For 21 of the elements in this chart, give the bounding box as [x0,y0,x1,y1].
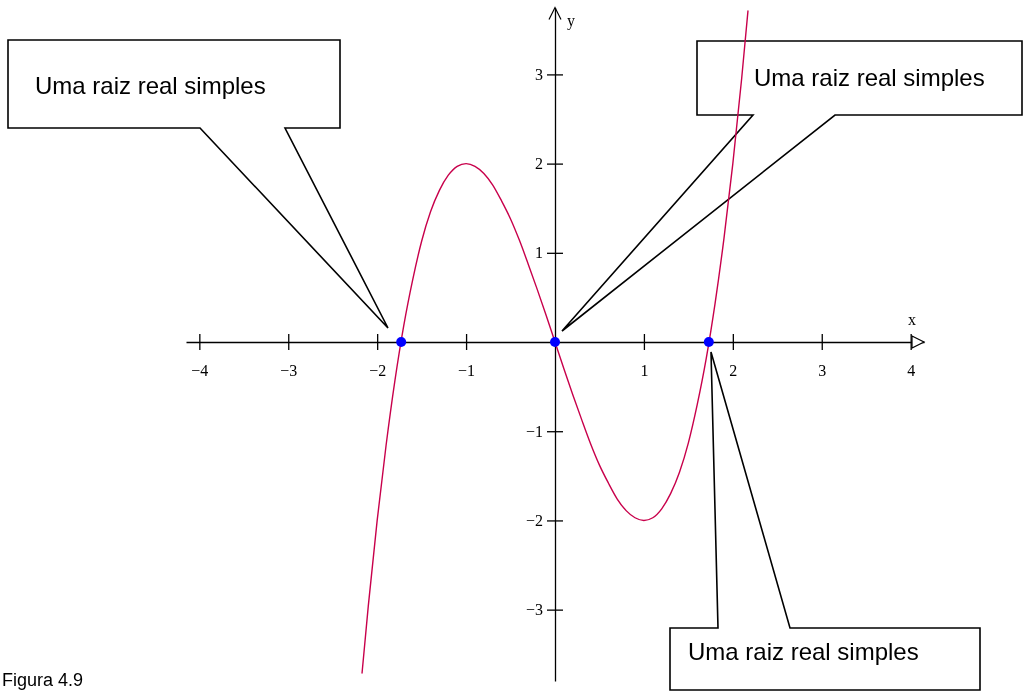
y-tick-label: −3 [525,601,543,619]
x-tick-label: −3 [280,362,298,380]
text: Figura 4.9 [2,670,84,690]
annotation: Uma raiz real simples [754,64,985,91]
y-tick-label: 2 [535,155,543,173]
line-series [361,10,749,674]
x-tick-label: 3 [818,362,827,380]
y-tick-label: 1 [535,244,543,262]
x-tick-label: 1 [640,362,649,380]
x-axis-title: x [908,311,916,329]
y-axis-title: y [567,11,575,30]
x-tick-label: −4 [191,362,209,380]
y-tick-label: −2 [525,512,543,530]
annotation: Uma raiz real simples [35,72,266,99]
y-tick-label: 3 [535,66,543,84]
y-tick-label: −1 [525,422,543,440]
x-tick-label: −2 [369,362,387,380]
x-tick-label: 4 [907,362,916,380]
x-tick-label: 2 [729,362,738,380]
annotation: Uma raiz real simples [688,638,919,665]
x-tick-label: −1 [458,362,476,380]
